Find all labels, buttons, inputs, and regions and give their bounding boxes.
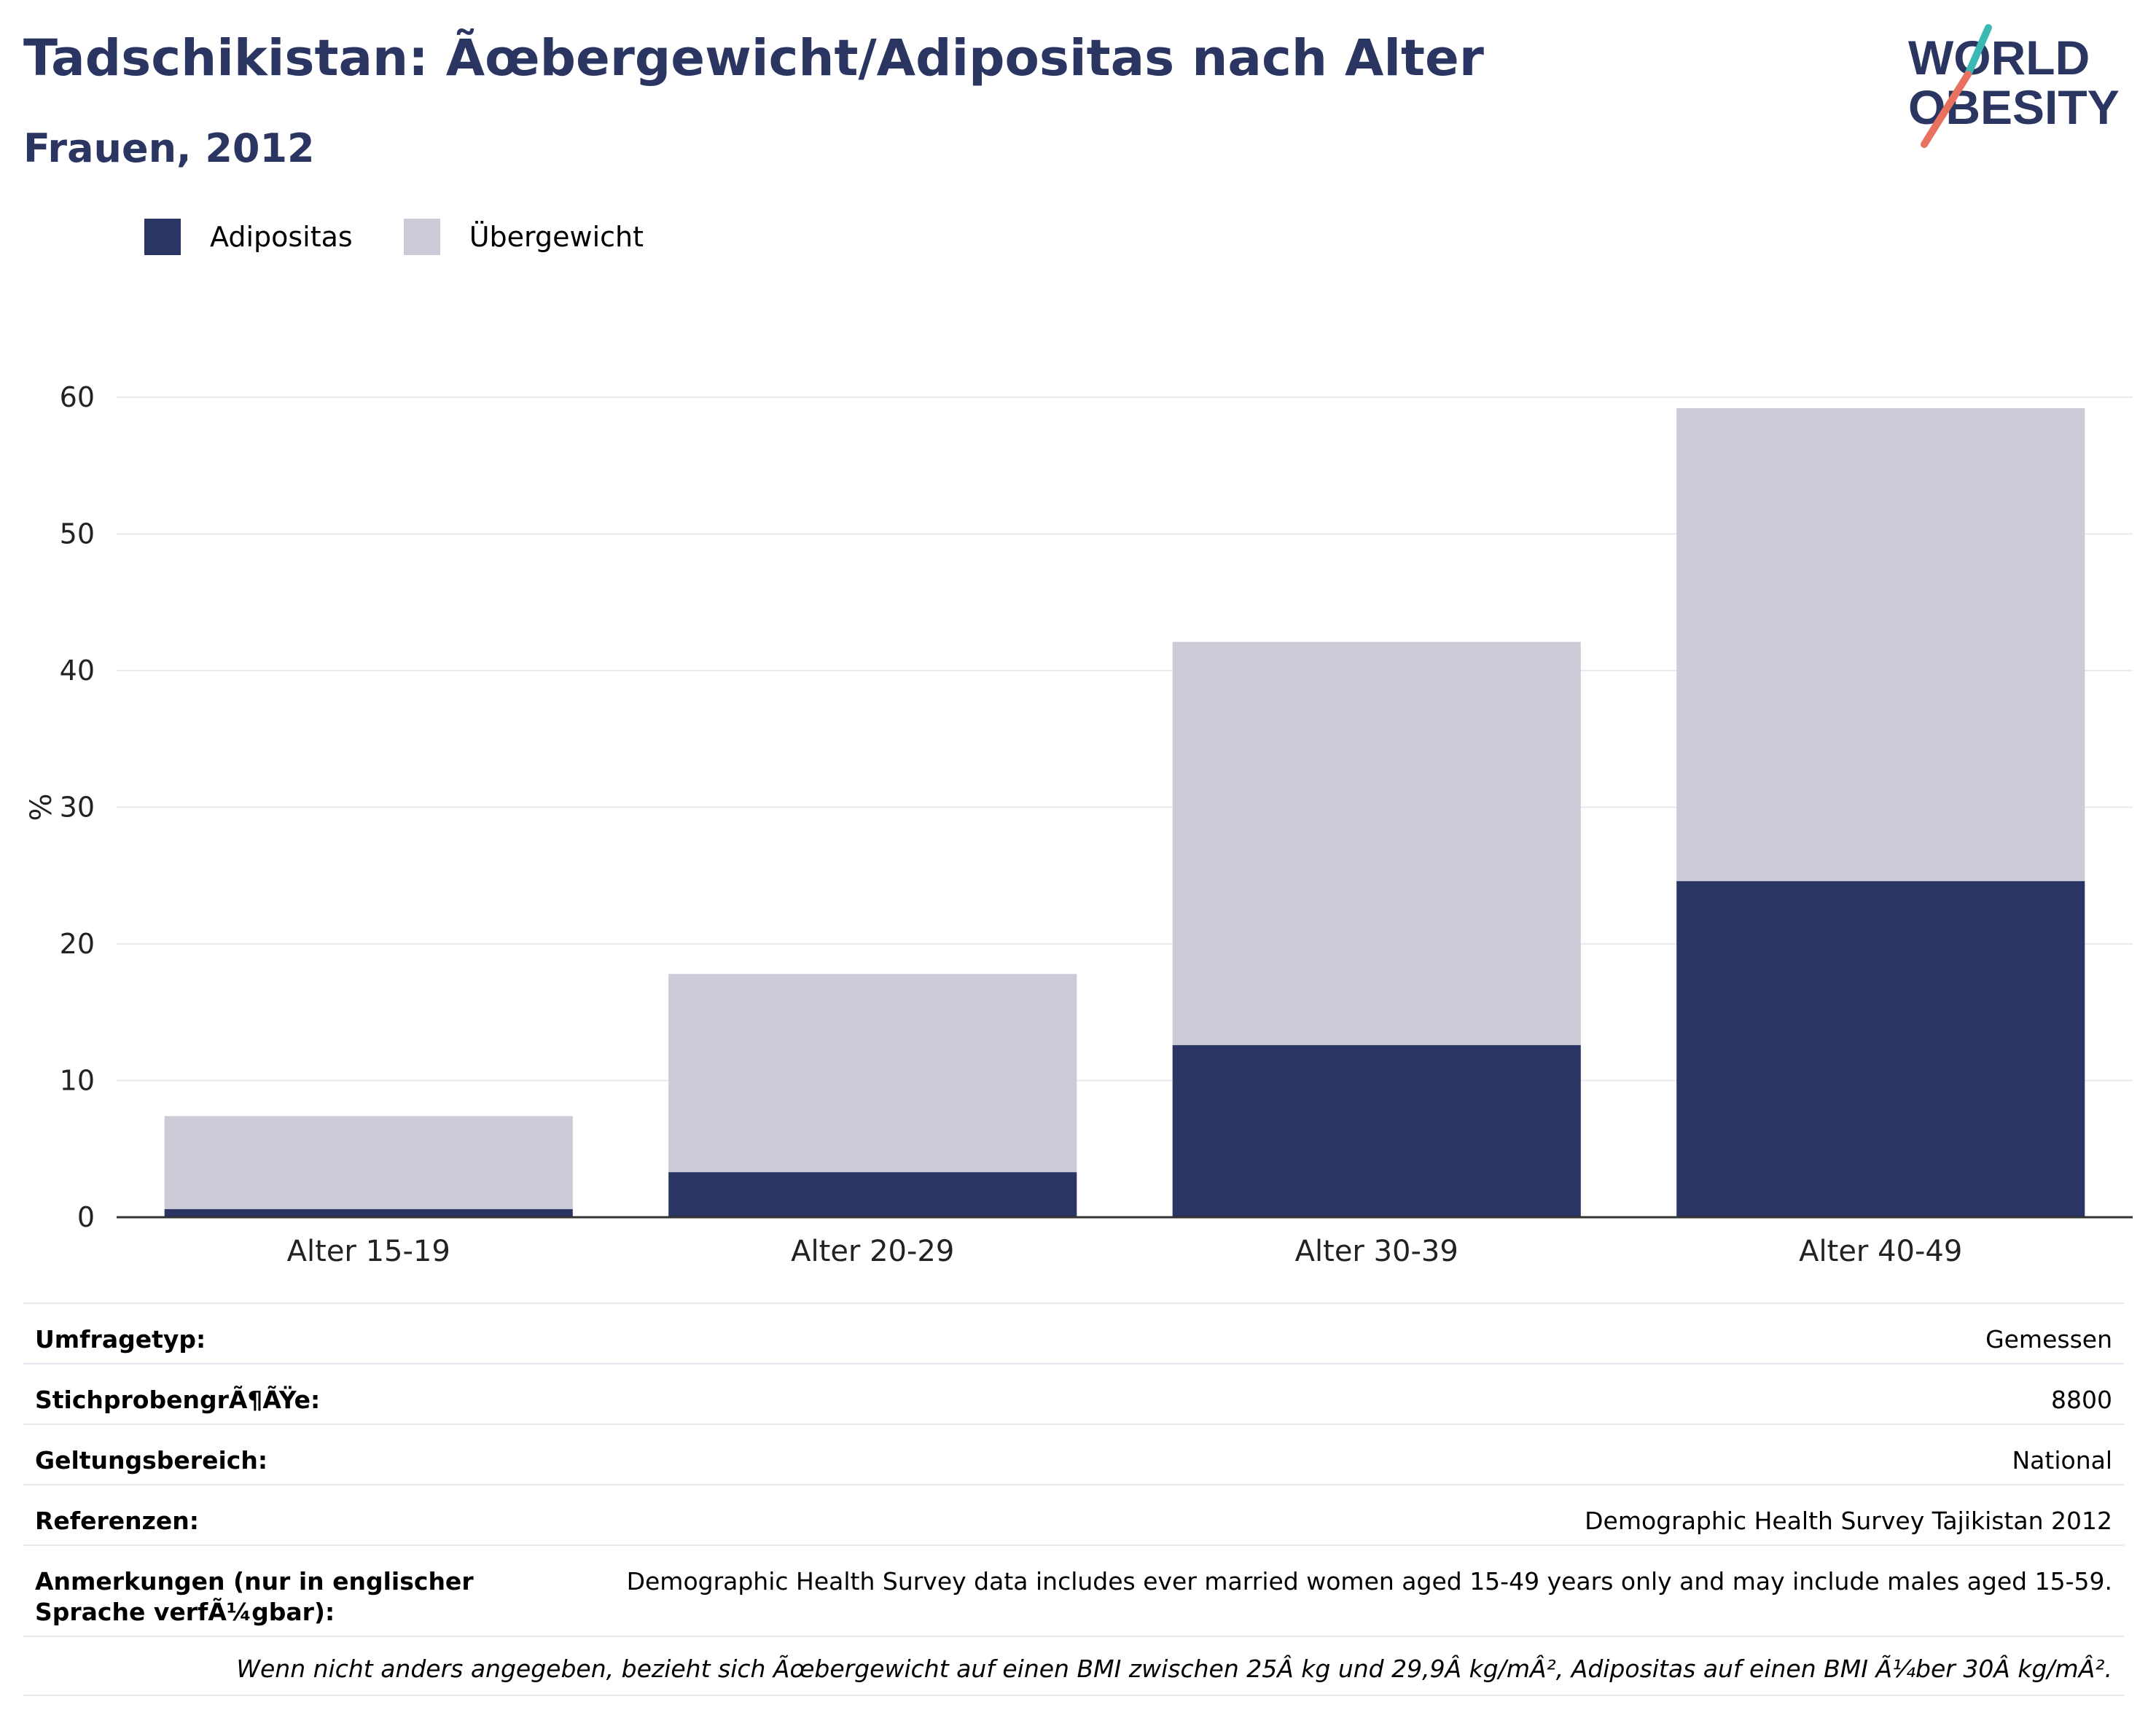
bar-segment-adipositas [1676,880,2085,1217]
meta-value: Demographic Health Survey Tajikistan 201… [1585,1507,2112,1535]
y-tick-label: 30 [60,792,95,824]
logo-slash-coral-icon [1921,71,1972,148]
bar-segment-adipositas [1172,1044,1581,1217]
bar-segment-uebergewicht [1172,641,1581,1045]
legend-label-uebergewicht: Übergewicht [469,221,644,253]
meta-value: National [2012,1446,2112,1475]
meta-row-sample-size: StichprobengrÃ¶ÃŸe: 8800 [23,1363,2124,1423]
bar-segment-uebergewicht [668,974,1077,1173]
y-axis-label: % [25,793,58,821]
meta-key: Referenzen: [35,1507,199,1535]
logo-word-world: WORLD [1908,31,2090,85]
world-obesity-logo: WORLD OBESITY [1908,24,2120,148]
bmi-definition-note: Wenn nicht anders angegeben, bezieht sic… [23,1636,2124,1696]
meta-key: Geltungsbereich: [35,1446,268,1475]
meta-key: Anmerkungen (nur in englischer Sprache v… [35,1567,474,1626]
y-tick-label: 20 [60,928,95,960]
x-tick-label: Alter 40-49 [1799,1235,1962,1268]
chart-title: Tadschikistan: Ãœbergewicht/Adipositas n… [23,29,1484,87]
y-tick-label: 0 [77,1201,95,1233]
meta-value: Gemessen [1985,1325,2112,1354]
bar-segment-adipositas [668,1172,1077,1217]
meta-row-references: Referenzen: Demographic Health Survey Ta… [23,1484,2124,1544]
legend-item-uebergewicht[interactable]: Übergewicht [403,219,644,255]
legend-label-adipositas: Adipositas [210,221,353,253]
x-tick-label: Alter 20-29 [791,1235,954,1268]
x-tick-label: Alter 15-19 [287,1235,450,1268]
metadata-table: Umfragetyp: Gemessen StichprobengrÃ¶ÃŸe:… [23,1303,2124,1696]
meta-row-notes: Anmerkungen (nur in englischer Sprache v… [23,1544,2124,1636]
bar-segment-uebergewicht [1676,408,2085,881]
y-tick-label: 10 [60,1065,95,1097]
meta-value: Demographic Health Survey data includes … [626,1567,2112,1596]
legend-swatch-adipositas [144,219,181,255]
y-tick-label: 50 [60,518,95,550]
bars [164,408,2085,1217]
y-axis-tick-labels: 0 10 20 30 40 50 60 [60,381,95,1233]
logo-slash-teal-icon [1964,24,1992,78]
chart-legend: Adipositas Übergewicht [144,215,695,259]
legend-swatch-uebergewicht [403,219,440,255]
meta-row-coverage: Geltungsbereich: National [23,1423,2124,1484]
x-axis-tick-labels: Alter 15-19 Alter 20-29 Alter 30-39 Alter 4… [287,1235,1963,1268]
y-tick-label: 40 [60,655,95,687]
y-tick-label: 60 [60,381,95,413]
bar-segment-adipositas [164,1208,573,1217]
x-tick-label: Alter 30-39 [1295,1235,1458,1268]
meta-value: 8800 [2051,1386,2112,1414]
legend-item-adipositas[interactable]: Adipositas [144,219,353,255]
meta-row-survey-type: Umfragetyp: Gemessen [23,1303,2124,1363]
chart-subtitle: Frauen, 2012 [23,125,315,171]
meta-key: Umfragetyp: [35,1325,206,1354]
meta-key: StichprobengrÃ¶ÃŸe: [35,1386,321,1414]
bar-segment-uebergewicht [164,1116,573,1209]
